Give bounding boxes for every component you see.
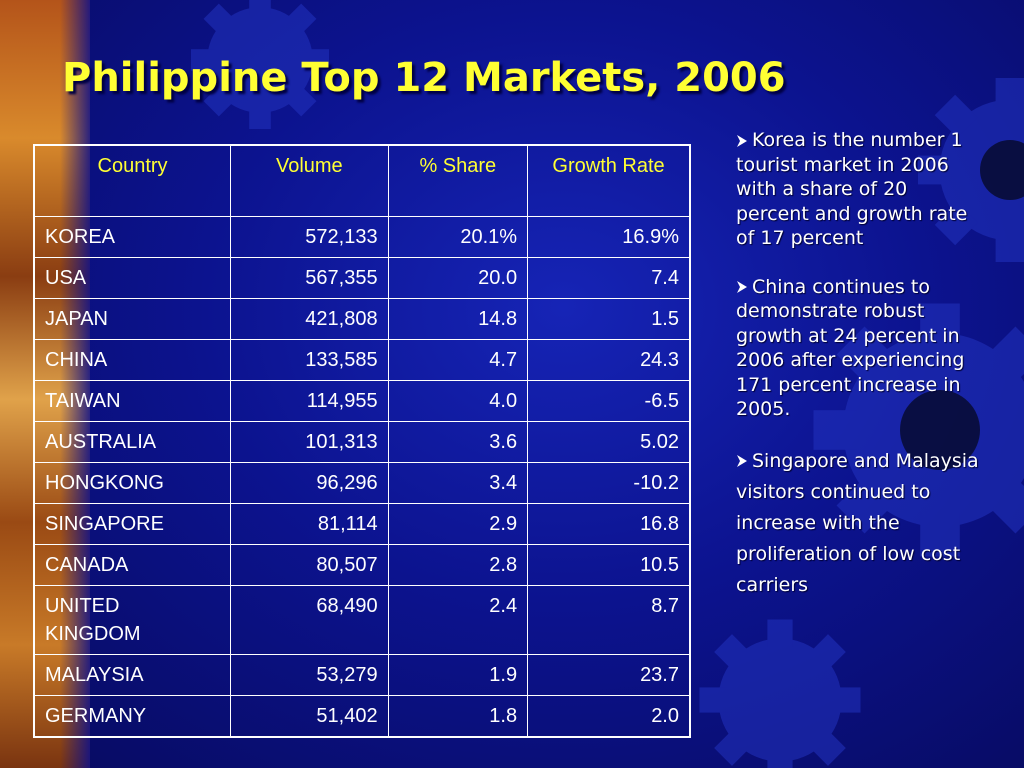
country-cell: TAIWAN <box>33 380 232 422</box>
growth-cell: 10.5 <box>527 544 691 586</box>
growth-cell: -10.2 <box>527 462 691 504</box>
country-cell: KOREA <box>33 216 232 258</box>
slide-title: Philippine Top 12 Markets, 2006 <box>62 55 786 101</box>
share-cell: 3.6 <box>387 421 529 463</box>
table-row: JAPAN 421,808 14.8 1.5 <box>33 298 691 340</box>
share-cell: 14.8 <box>387 298 529 340</box>
country-cell: CANADA <box>33 544 232 586</box>
country-cell: MALAYSIA <box>33 654 232 696</box>
table-row: CHINA 133,585 4.7 24.3 <box>33 339 691 381</box>
share-cell: 2.9 <box>387 503 529 545</box>
table-row: MALAYSIA 53,279 1.9 23.7 <box>33 654 691 696</box>
note-text: Korea is the number 1 tourist market in … <box>736 129 968 249</box>
volume-cell: 114,955 <box>230 380 389 422</box>
country-cell: CHINA <box>33 339 232 381</box>
table-row: CANADA 80,507 2.8 10.5 <box>33 544 691 586</box>
header-growth-rate: Growth Rate <box>527 144 691 217</box>
country-cell: USA <box>33 257 232 299</box>
growth-cell: 23.7 <box>527 654 691 696</box>
volume-cell: 81,114 <box>230 503 389 545</box>
growth-cell: 16.9% <box>527 216 691 258</box>
table-row: TAIWAN 114,955 4.0 -6.5 <box>33 380 691 422</box>
table-row: AUSTRALIA 101,313 3.6 5.02 <box>33 421 691 463</box>
volume-cell: 80,507 <box>230 544 389 586</box>
share-cell: 20.0 <box>387 257 529 299</box>
note-item: Singapore and Malaysia visitors continue… <box>736 446 986 601</box>
share-cell: 4.7 <box>387 339 529 381</box>
growth-cell: 5.02 <box>527 421 691 463</box>
header-share: % Share <box>387 144 529 217</box>
volume-cell: 101,313 <box>230 421 389 463</box>
table-row: UNITED KINGDOM 68,490 2.4 8.7 <box>33 585 691 655</box>
volume-cell: 421,808 <box>230 298 389 340</box>
share-cell: 2.8 <box>387 544 529 586</box>
header-volume: Volume <box>230 144 389 217</box>
share-cell: 3.4 <box>387 462 529 504</box>
country-cell: AUSTRALIA <box>33 421 232 463</box>
arrow-bullet-icon <box>737 134 747 147</box>
note-item: Korea is the number 1 tourist market in … <box>736 128 986 251</box>
country-cell: GERMANY <box>33 695 232 738</box>
growth-cell: 1.5 <box>527 298 691 340</box>
growth-cell: 7.4 <box>527 257 691 299</box>
country-cell: JAPAN <box>33 298 232 340</box>
share-cell: 1.9 <box>387 654 529 696</box>
arrow-bullet-icon <box>737 455 747 467</box>
volume-cell: 68,490 <box>230 585 389 655</box>
share-cell: 20.1% <box>387 216 529 258</box>
table-row: HONGKONG 96,296 3.4 -10.2 <box>33 462 691 504</box>
notes-panel: Korea is the number 1 tourist market in … <box>736 128 986 625</box>
table-row: USA 567,355 20.0 7.4 <box>33 257 691 299</box>
volume-cell: 51,402 <box>230 695 389 738</box>
arrow-bullet-icon <box>737 281 747 293</box>
share-cell: 4.0 <box>387 380 529 422</box>
growth-cell: -6.5 <box>527 380 691 422</box>
country-cell: UNITED KINGDOM <box>33 585 232 655</box>
table-row: SINGAPORE 81,114 2.9 16.8 <box>33 503 691 545</box>
country-cell: SINGAPORE <box>33 503 232 545</box>
growth-cell: 2.0 <box>527 695 691 738</box>
note-text: China continues to demonstrate robust gr… <box>736 275 965 421</box>
share-cell: 1.8 <box>387 695 529 738</box>
growth-cell: 8.7 <box>527 585 691 655</box>
table-header-row: Country Volume % Share Growth Rate <box>33 144 691 217</box>
volume-cell: 567,355 <box>230 257 389 299</box>
volume-cell: 53,279 <box>230 654 389 696</box>
note-text: Singapore and Malaysia visitors continue… <box>736 449 979 596</box>
note-item: China continues to demonstrate robust gr… <box>736 275 986 422</box>
volume-cell: 133,585 <box>230 339 389 381</box>
volume-cell: 96,296 <box>230 462 389 504</box>
table-row: GERMANY 51,402 1.8 2.0 <box>33 695 691 738</box>
growth-cell: 16.8 <box>527 503 691 545</box>
share-cell: 2.4 <box>387 585 529 655</box>
header-country: Country <box>33 144 232 217</box>
country-cell: HONGKONG <box>33 462 232 504</box>
markets-table: Country Volume % Share Growth Rate KOREA… <box>33 144 691 738</box>
growth-cell: 24.3 <box>527 339 691 381</box>
volume-cell: 572,133 <box>230 216 389 258</box>
table-row: KOREA 572,133 20.1% 16.9% <box>33 216 691 258</box>
